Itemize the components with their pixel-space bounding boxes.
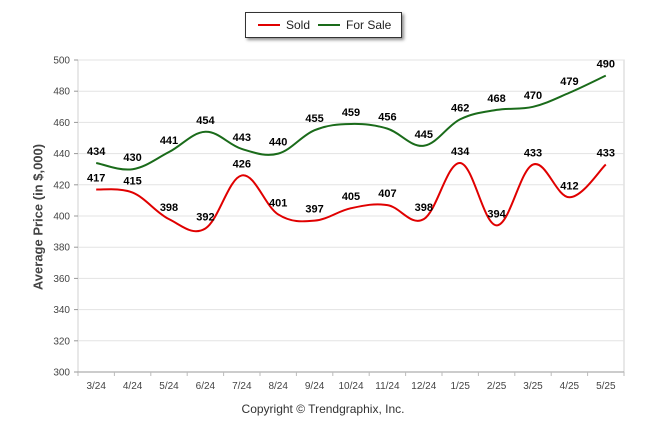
x-tick-label: 12/24 bbox=[411, 381, 436, 392]
x-tick-label: 2/25 bbox=[487, 381, 507, 392]
y-tick-label: 460 bbox=[53, 118, 70, 129]
data-labels: 417 415 398 392 426 401 397 405 407 398 434 394 433 4… bbox=[87, 59, 615, 224]
legend-item-sold[interactable]: Sold bbox=[258, 18, 310, 32]
data-label-for-sale: 445 bbox=[415, 129, 433, 141]
data-label-for-sale: 459 bbox=[342, 107, 360, 119]
data-label-sold: 415 bbox=[123, 176, 141, 188]
data-label-for-sale: 490 bbox=[597, 59, 615, 71]
y-tick-label: 480 bbox=[53, 87, 70, 98]
legend-item-for-sale[interactable]: For Sale bbox=[318, 18, 391, 32]
x-tick-label: 5/24 bbox=[159, 381, 179, 392]
legend-swatch-for-sale bbox=[318, 24, 340, 26]
y-tick-label: 380 bbox=[53, 243, 70, 254]
x-tick-label: 11/24 bbox=[375, 381, 400, 392]
data-label-for-sale: 455 bbox=[305, 113, 323, 125]
data-label-sold: 398 bbox=[415, 202, 433, 214]
x-tick-label: 10/24 bbox=[338, 381, 363, 392]
y-axis-title: Average Price (in $,000) bbox=[30, 143, 46, 291]
data-label-sold: 434 bbox=[451, 146, 470, 158]
x-tick-label: 9/24 bbox=[305, 381, 325, 392]
data-label-sold: 392 bbox=[196, 211, 214, 223]
legend: Sold For Sale bbox=[245, 12, 402, 38]
y-tick-label: 360 bbox=[53, 274, 70, 285]
x-tick-label: 1/25 bbox=[450, 381, 470, 392]
data-label-for-sale: 441 bbox=[160, 135, 178, 147]
y-tick-label: 440 bbox=[53, 149, 70, 160]
y-tick-label: 340 bbox=[53, 305, 70, 316]
x-tick-label: 4/24 bbox=[123, 381, 143, 392]
data-label-for-sale: 456 bbox=[378, 112, 396, 124]
data-label-sold: 394 bbox=[487, 208, 506, 220]
data-label-for-sale: 470 bbox=[524, 90, 542, 102]
data-label-sold: 433 bbox=[597, 148, 615, 160]
data-label-sold: 433 bbox=[524, 148, 542, 160]
x-tick-label: 6/24 bbox=[196, 381, 216, 392]
data-label-sold: 417 bbox=[87, 172, 105, 184]
data-label-sold: 401 bbox=[269, 197, 287, 209]
x-tick-label: 7/24 bbox=[232, 381, 252, 392]
data-label-for-sale: 440 bbox=[269, 137, 287, 149]
series-line-sold bbox=[96, 161, 607, 233]
x-tick-label: 3/25 bbox=[523, 381, 543, 392]
x-tick-label: 4/25 bbox=[560, 381, 580, 392]
x-axis: 3/24 4/24 5/24 6/24 7/24 8/24 9/24 10/24 11/24 12… bbox=[77, 371, 625, 392]
data-label-for-sale: 468 bbox=[487, 93, 505, 105]
y-tick-label: 400 bbox=[53, 212, 70, 223]
y-tick-label: 420 bbox=[53, 180, 70, 191]
x-tick-label: 5/25 bbox=[596, 381, 616, 392]
data-label-for-sale: 434 bbox=[87, 146, 106, 158]
data-label-sold: 426 bbox=[233, 158, 251, 170]
data-label-sold: 412 bbox=[560, 180, 578, 192]
data-label-sold: 405 bbox=[342, 191, 360, 203]
y-tick-label: 500 bbox=[53, 56, 70, 67]
data-label-for-sale: 454 bbox=[196, 115, 215, 127]
copyright-text: Copyright © Trendgraphix, Inc. bbox=[241, 402, 405, 416]
data-label-for-sale: 443 bbox=[233, 132, 251, 144]
y-tick-label: 300 bbox=[53, 368, 70, 379]
data-label-for-sale: 462 bbox=[451, 102, 469, 114]
data-label-sold: 407 bbox=[378, 188, 396, 200]
data-label-sold: 398 bbox=[160, 202, 178, 214]
data-label-for-sale: 479 bbox=[560, 76, 578, 88]
series-layer bbox=[95, 74, 607, 233]
data-label-sold: 397 bbox=[305, 204, 323, 216]
legend-label-sold: Sold bbox=[286, 18, 311, 32]
legend-label-for-sale: For Sale bbox=[346, 18, 392, 32]
data-label-for-sale: 430 bbox=[123, 152, 141, 164]
y-tick-label: 320 bbox=[53, 336, 70, 347]
y-axis: 300 320 340 360 380 400 420 440 460 480 500 bbox=[53, 56, 78, 379]
legend-swatch-sold bbox=[258, 24, 280, 26]
x-tick-label: 3/24 bbox=[86, 381, 106, 392]
x-tick-label: 8/24 bbox=[268, 381, 288, 392]
